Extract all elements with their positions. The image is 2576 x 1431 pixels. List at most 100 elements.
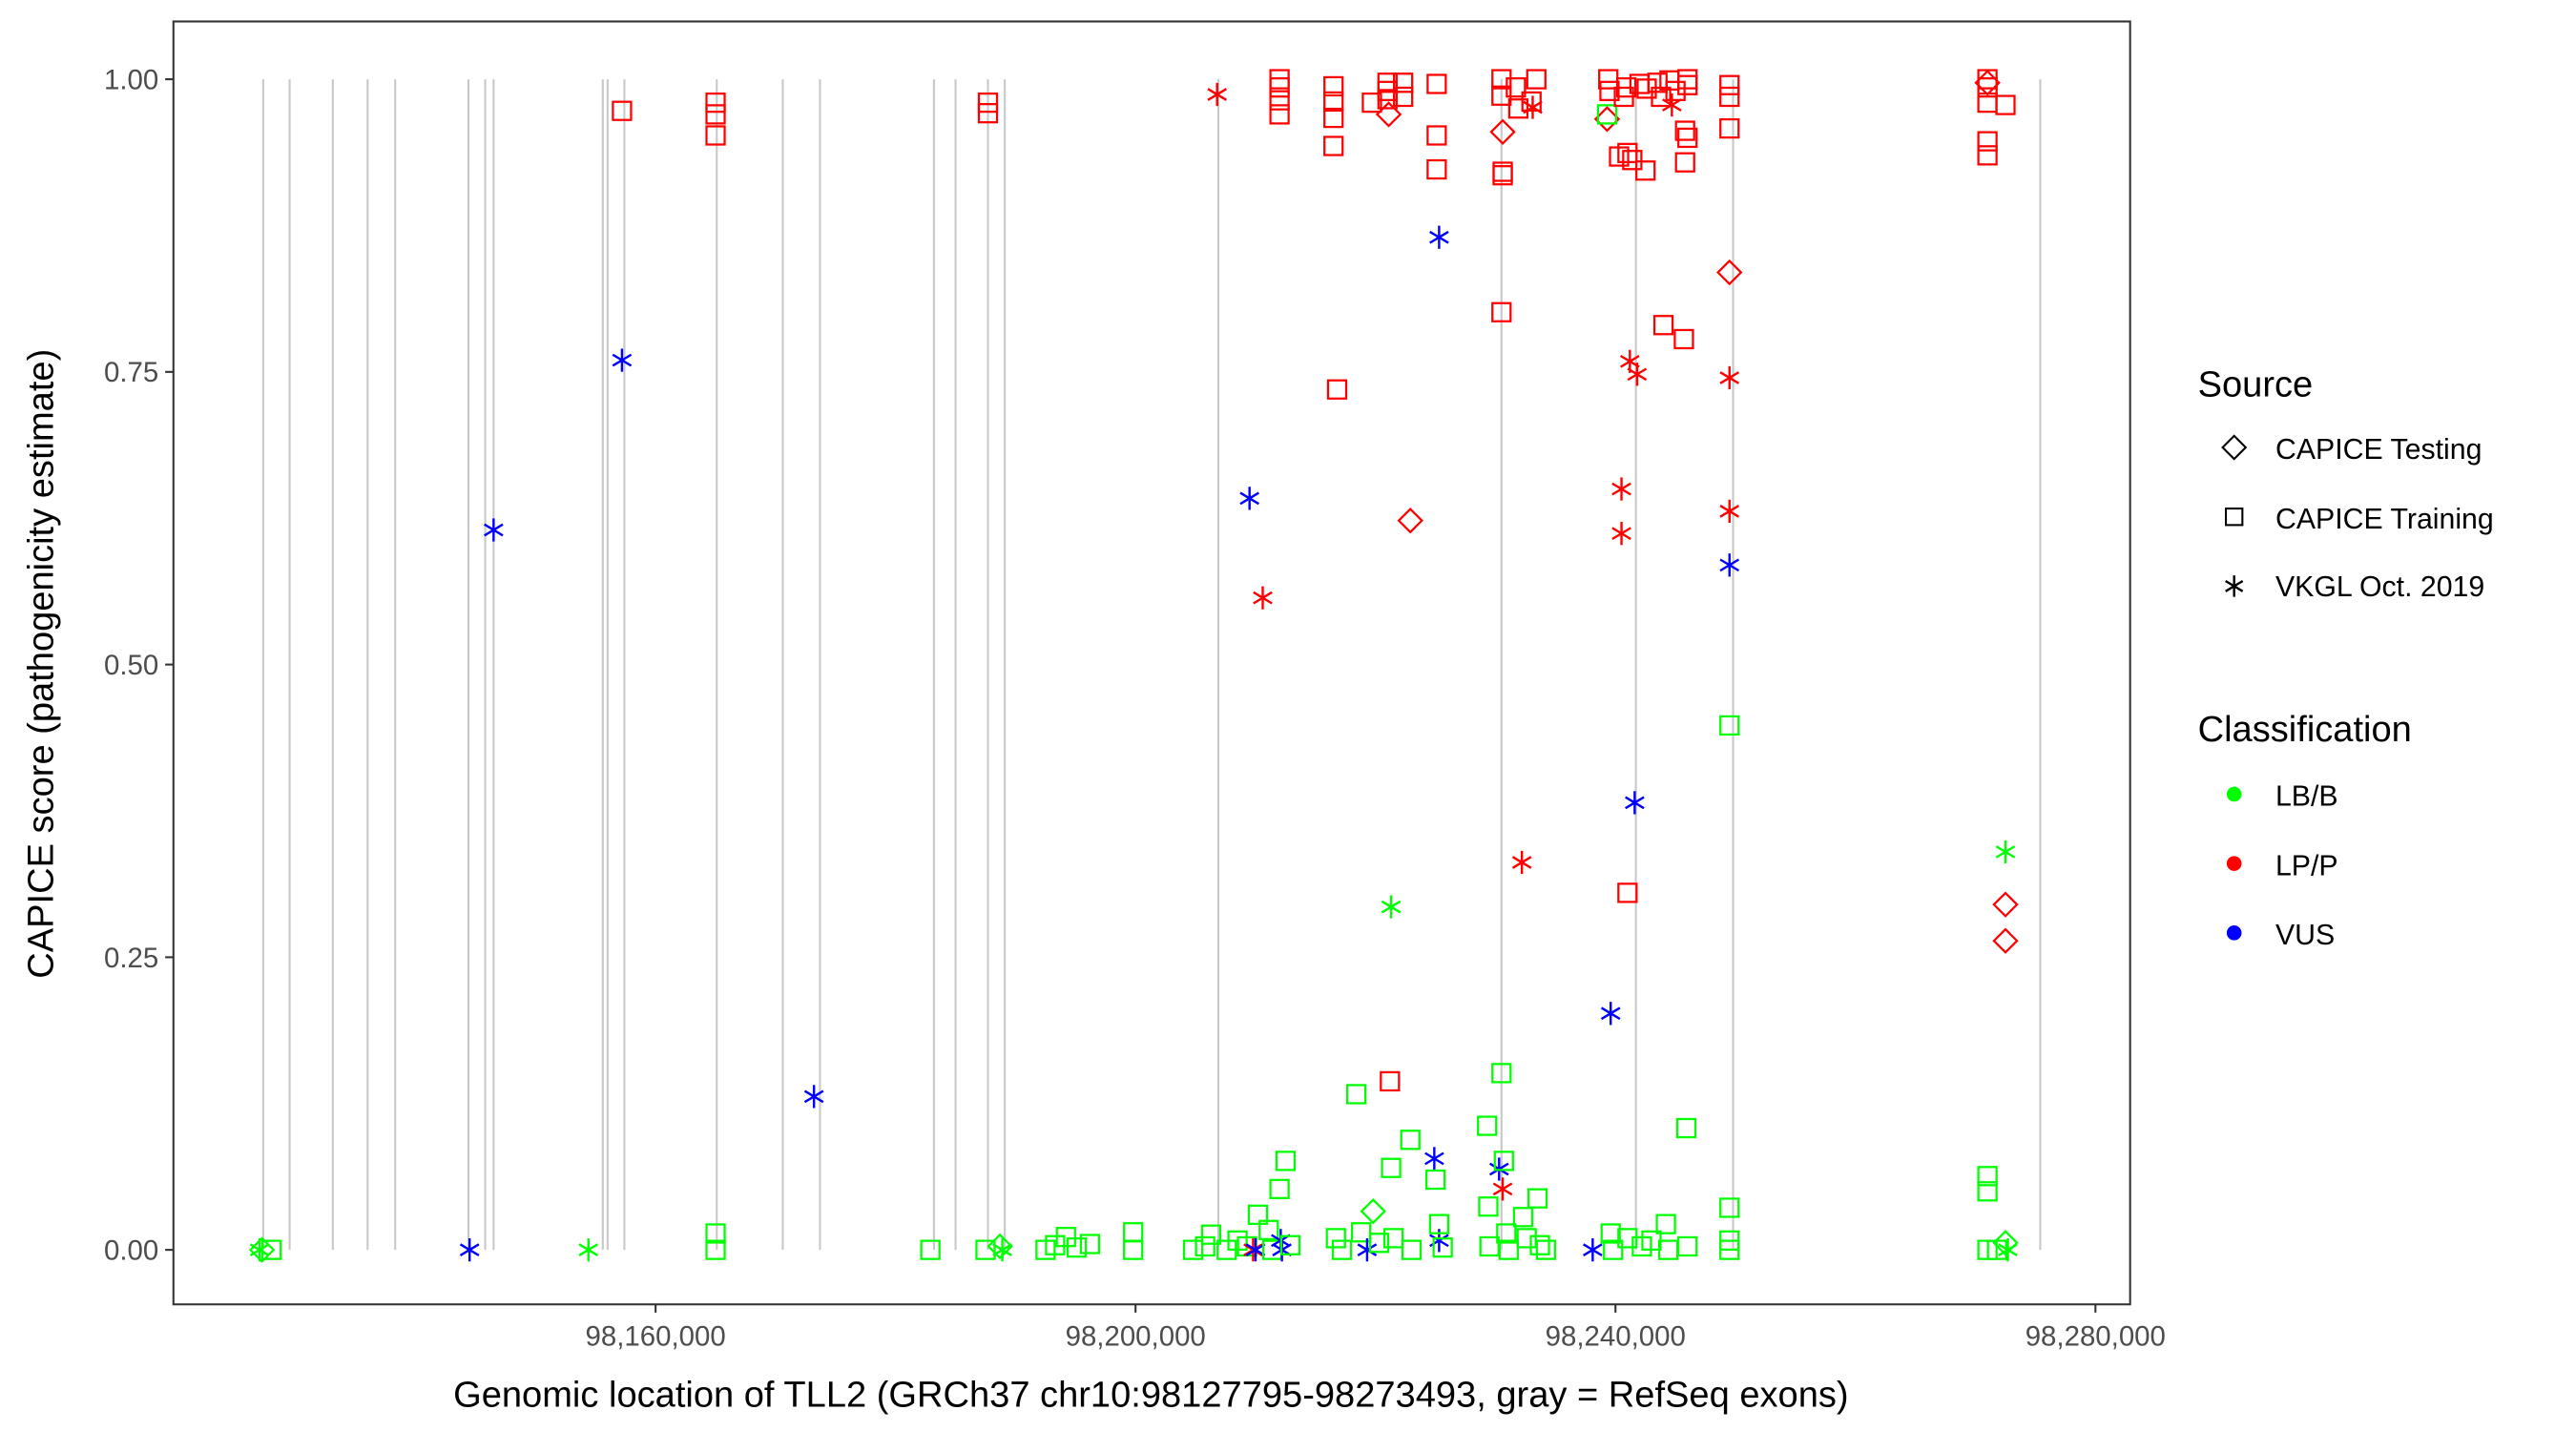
point-square <box>1600 1223 1621 1244</box>
point-asterisk <box>1381 895 1402 919</box>
point-square <box>705 1223 726 1244</box>
point-asterisk <box>1719 499 1740 523</box>
point-square <box>1527 1188 1548 1209</box>
point-square <box>1478 1196 1499 1217</box>
point-diamond <box>987 1233 1013 1260</box>
legend-vus-dot-icon <box>2226 925 2242 941</box>
point-asterisk <box>1611 477 1631 501</box>
point-square <box>1719 1197 1740 1218</box>
point-square <box>1977 145 1998 166</box>
point-square <box>1615 77 1637 98</box>
point-square <box>1258 1219 1279 1240</box>
point-square <box>1977 1181 1998 1202</box>
x-tick-label: 98,200,000 <box>1066 1321 1206 1353</box>
point-diamond <box>1992 927 2019 954</box>
point-square <box>1506 77 1527 98</box>
point-square <box>1719 117 1740 139</box>
point-square <box>1323 75 1344 97</box>
legend-class-item-lpp: LP/P <box>2275 850 2338 881</box>
point-square <box>1350 1222 1372 1243</box>
y-tick-label: 0.50 <box>104 650 158 681</box>
point-square <box>1596 104 1618 125</box>
point-diamond <box>1360 1197 1386 1225</box>
point-square <box>1380 1070 1401 1092</box>
point-square <box>1382 1228 1404 1249</box>
y-tick-label: 0.00 <box>104 1235 158 1267</box>
point-diamond <box>1375 101 1402 128</box>
point-square <box>1493 1151 1514 1172</box>
point-square <box>1428 1213 1450 1234</box>
legend-source-item-vkgl: VKGL Oct. 2019 <box>2275 571 2484 603</box>
point-square <box>1426 158 1447 180</box>
point-square <box>1195 1235 1215 1257</box>
point-square <box>1331 1239 1353 1260</box>
point-square <box>1496 1223 1517 1244</box>
point-asterisk <box>1239 487 1259 510</box>
point-asterisk <box>1357 1238 1378 1262</box>
y-tick-label: 1.00 <box>104 64 158 95</box>
legend-lpp-dot-icon <box>2226 856 2242 871</box>
legend-diamond-icon <box>2221 434 2248 461</box>
point-asterisk <box>1207 82 1228 107</box>
point-asterisk <box>1429 225 1449 249</box>
point-diamond <box>1992 891 2019 918</box>
point-square <box>1055 1227 1076 1248</box>
point-square <box>705 104 726 125</box>
point-asterisk <box>1253 586 1273 610</box>
point-asterisk <box>1511 850 1532 875</box>
point-square <box>1275 1151 1297 1172</box>
point-square <box>1652 315 1674 336</box>
point-asterisk <box>1600 1002 1621 1026</box>
point-square <box>1200 1224 1222 1245</box>
legend-lbb-dot-icon <box>2226 786 2242 802</box>
point-square <box>1424 1169 1446 1191</box>
point-square <box>1719 74 1740 95</box>
point-square <box>1719 715 1740 736</box>
point-square <box>1361 92 1382 114</box>
point-square <box>1377 89 1398 110</box>
point-diamond <box>248 1236 276 1263</box>
point-square <box>1512 1207 1534 1228</box>
point-square <box>1719 86 1740 108</box>
point-square <box>1182 1239 1204 1260</box>
point-square <box>1326 379 1348 400</box>
point-square <box>1491 301 1512 322</box>
point-square <box>1393 73 1414 93</box>
point-square <box>1401 1239 1423 1260</box>
legend-source-item-training: CAPICE Training <box>2275 504 2494 535</box>
point-square <box>1400 1130 1421 1151</box>
point-asterisk <box>803 1085 824 1109</box>
point-square <box>1345 1084 1367 1105</box>
legend-asterisk-shape <box>2225 575 2244 597</box>
point-square <box>1622 150 1643 171</box>
point-asterisk <box>1662 93 1682 117</box>
point-square <box>1269 90 1290 111</box>
legend-class-title: Classification <box>2198 710 2412 750</box>
point-square <box>1269 77 1290 98</box>
point-square <box>1269 104 1290 125</box>
point-square <box>1673 328 1694 350</box>
point-square <box>1368 1233 1390 1254</box>
point-square <box>1323 91 1344 113</box>
exon-lines <box>261 79 2042 1251</box>
point-square <box>1066 1237 1088 1258</box>
point-square <box>1603 1239 1624 1260</box>
point-square <box>1323 107 1344 129</box>
point-square <box>1498 1239 1519 1260</box>
point-asterisk <box>1719 553 1740 577</box>
legend-square-icon <box>2225 508 2244 527</box>
point-square <box>1977 131 1998 152</box>
point-square <box>1269 1178 1290 1199</box>
point-square <box>1599 80 1620 101</box>
y-tick-label: 0.25 <box>104 943 158 974</box>
point-square <box>1675 1117 1697 1139</box>
point-square <box>1247 1204 1269 1225</box>
point-square <box>1665 80 1686 101</box>
data-points <box>248 69 2019 1263</box>
point-square <box>1491 1063 1512 1084</box>
point-square <box>1635 160 1656 181</box>
point-asterisk <box>459 1238 480 1262</box>
point-square <box>1507 98 1529 119</box>
point-square <box>1323 135 1344 156</box>
